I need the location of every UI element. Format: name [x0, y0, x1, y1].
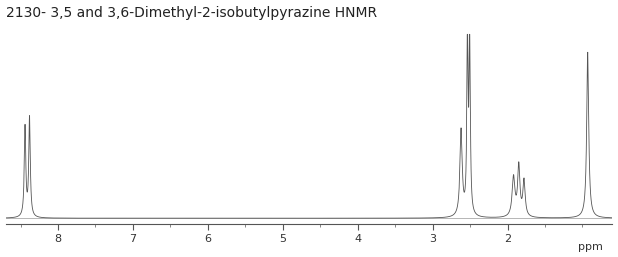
- Text: ppm: ppm: [578, 242, 603, 252]
- Text: 2130- 3,5 and 3,6-Dimethyl-2-isobutylpyrazine HNMR: 2130- 3,5 and 3,6-Dimethyl-2-isobutylpyr…: [6, 6, 377, 20]
